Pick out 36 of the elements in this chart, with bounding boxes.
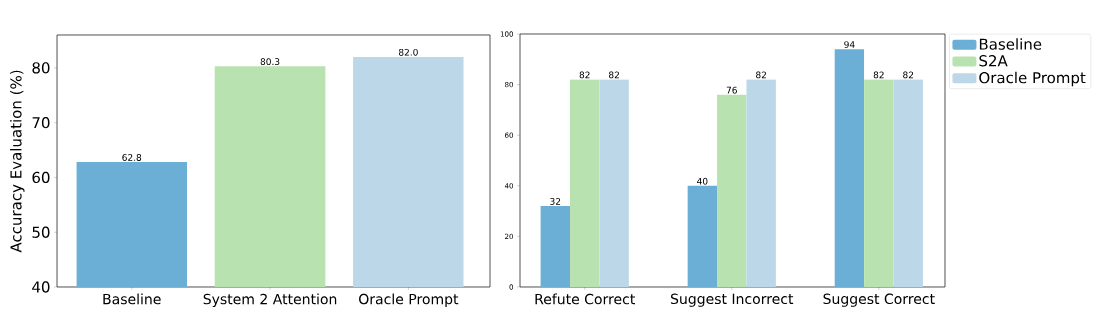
bar [746, 79, 776, 287]
x-tick-label: Baseline [103, 293, 161, 305]
legend-label: S2A [979, 55, 1008, 67]
bar [540, 206, 571, 287]
data-label: 82 [903, 71, 914, 79]
legend-label: Baseline [979, 38, 1042, 50]
data-label: 80.3 [260, 58, 280, 66]
bar [893, 79, 923, 287]
bar [599, 79, 629, 287]
bar [717, 94, 747, 287]
bar [687, 185, 718, 287]
y-tick-label: 80 [32, 62, 50, 74]
data-label: 76 [726, 86, 737, 94]
y-tick-label: 60 [32, 171, 50, 184]
data-label: 82 [756, 71, 766, 79]
data-label: 62.8 [122, 154, 142, 161]
x-tick-label: Suggest Incorrect [670, 293, 794, 307]
bar [570, 79, 600, 287]
y-axis-title: Accuracy Evaluation (%) [10, 70, 25, 253]
y-tick-label: 50 [32, 226, 50, 238]
legend-label: Oracle Prompt [979, 71, 1086, 87]
x-tick-label: Refute Correct [535, 293, 635, 305]
y-tick-label: 70 [32, 116, 50, 129]
data-label: 82 [873, 71, 884, 79]
x-tick-label: Oracle Prompt [359, 293, 459, 308]
data-label: 82 [579, 71, 590, 79]
x-tick-label: Suggest Correct [823, 293, 935, 307]
data-label: 82 [609, 71, 619, 79]
data-label: 94 [844, 41, 855, 48]
data-label: 82.0 [398, 48, 418, 56]
x-tick-label: System 2 Attention [203, 293, 337, 308]
data-label: 32 [550, 198, 561, 205]
data-label: 40 [697, 177, 708, 185]
bar [864, 79, 894, 287]
y-tick-label: 40 [32, 281, 50, 293]
bar [834, 49, 865, 287]
